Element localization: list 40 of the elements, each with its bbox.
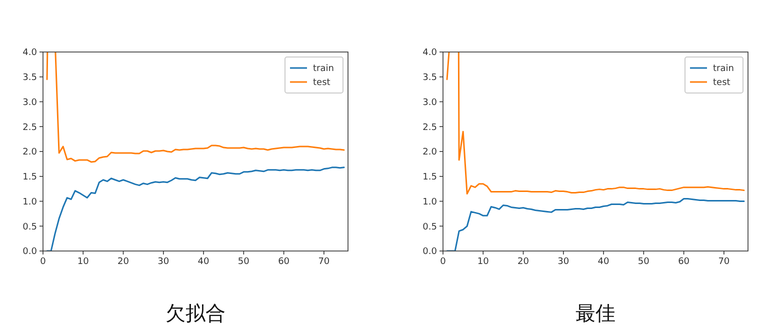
y-tick-label: 4.0 [22,48,38,58]
y-tick-label: 1.5 [22,172,37,183]
text: 欠拟合 [166,301,226,325]
legend-label: test [713,78,731,88]
y-tick-label: 1.0 [422,197,438,208]
y-tick-label: 3.5 [22,73,37,84]
y-tick-label: 0.5 [422,222,437,232]
x-tick-label: 40 [198,257,210,267]
y-tick-label: 2.5 [22,122,37,133]
x-tick-label: 50 [638,257,650,267]
y-tick-label: 2.5 [422,122,437,133]
text: 最佳 [576,301,616,325]
x-tick-label: 20 [518,257,530,267]
legend-label: train [313,64,334,74]
y-tick-label: 1.5 [422,172,437,183]
y-tick-label: 0.5 [22,222,37,232]
legend-label: train [713,64,734,74]
y-tick-label: 3.0 [22,98,38,108]
x-tick-label: 20 [118,257,130,267]
x-tick-label: 70 [318,257,330,267]
y-tick-label: 0.0 [22,247,38,258]
y-tick-label: 2.0 [22,148,38,158]
legend-label: test [313,78,331,88]
x-tick-label: 30 [558,257,570,267]
x-tick-label: 0 [440,257,446,267]
x-tick-label: 40 [598,257,610,267]
x-tick-label: 0 [40,257,46,267]
x-tick-label: 10 [77,257,90,267]
x-tick-label: 60 [278,257,290,267]
y-tick-label: 1.0 [22,197,38,208]
y-tick-label: 4.0 [422,48,438,58]
y-tick-label: 0.0 [422,247,438,258]
y-tick-label: 3.5 [422,73,437,84]
x-tick-label: 50 [238,257,250,267]
x-tick-label: 10 [477,257,490,267]
x-tick-label: 70 [718,257,730,267]
x-tick-label: 60 [678,257,690,267]
y-tick-label: 3.0 [422,98,438,108]
y-tick-label: 2.0 [422,148,438,158]
x-tick-label: 30 [158,257,170,267]
